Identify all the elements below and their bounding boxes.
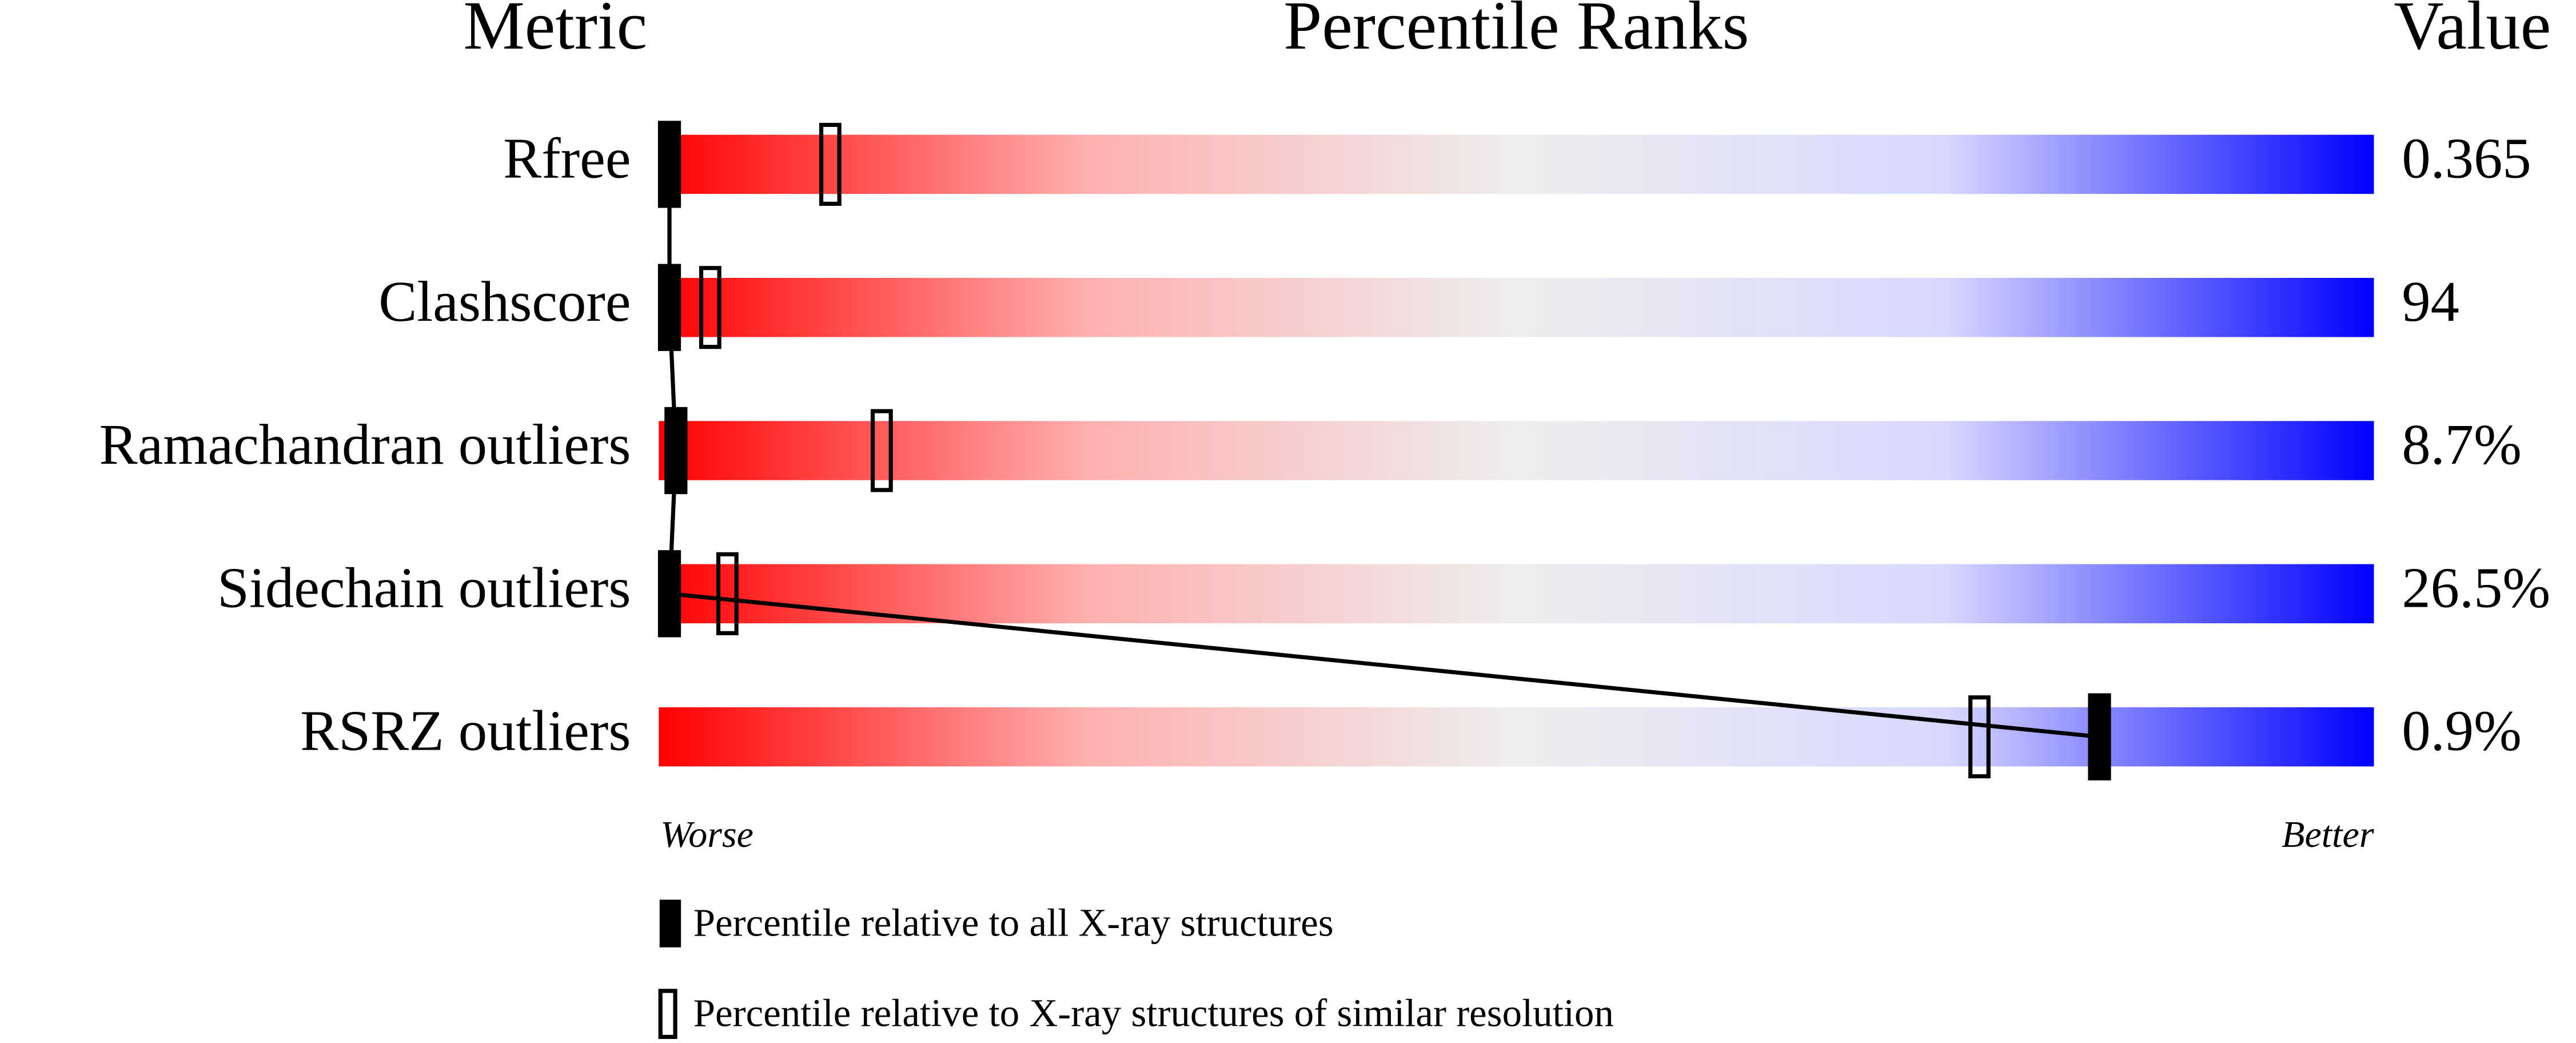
metric-value: 0.365	[2402, 126, 2531, 190]
header-metric: Metric	[463, 0, 647, 64]
header-percentile: Percentile Ranks	[1283, 0, 1749, 64]
metric-value: 26.5%	[2402, 555, 2550, 619]
worse-label: Worse	[660, 814, 753, 855]
metric-label: Sidechain outliers	[217, 555, 631, 619]
percentile-bar	[659, 707, 2374, 767]
percentile-bar	[659, 564, 2374, 624]
percentile-marker-open	[716, 552, 739, 635]
legend-swatch	[658, 989, 677, 1039]
percentile-marker-open	[819, 122, 842, 206]
percentile-marker-open	[870, 409, 893, 492]
metric-value: 94	[2402, 269, 2459, 333]
percentile-marker-filled	[2088, 693, 2111, 781]
legend-label: Percentile relative to X-ray structures …	[693, 992, 1614, 1035]
metric-value: 8.7%	[2402, 412, 2522, 476]
legend-swatch	[659, 899, 681, 948]
percentile-marker-open	[1968, 695, 1991, 779]
percentile-bar	[659, 277, 2374, 337]
header-value: Value	[2394, 0, 2551, 64]
metric-label: Ramachandran outliers	[99, 412, 631, 476]
metric-label: RSRZ outliers	[300, 699, 631, 763]
percentile-bar	[659, 134, 2374, 194]
metric-label: Clashscore	[378, 269, 631, 333]
percentile-bar	[659, 421, 2374, 480]
percentile-marker-filled	[657, 264, 681, 351]
metric-label: Rfree	[503, 126, 631, 190]
percentile-marker-filled	[657, 121, 681, 208]
legend-label: Percentile relative to all X-ray structu…	[693, 901, 1334, 945]
better-label: Better	[2282, 814, 2374, 855]
percentile-marker-filled	[657, 550, 681, 638]
percentile-marker-open	[699, 266, 721, 349]
percentile-marker-filled	[664, 407, 688, 495]
metric-value: 0.9%	[2402, 699, 2522, 763]
